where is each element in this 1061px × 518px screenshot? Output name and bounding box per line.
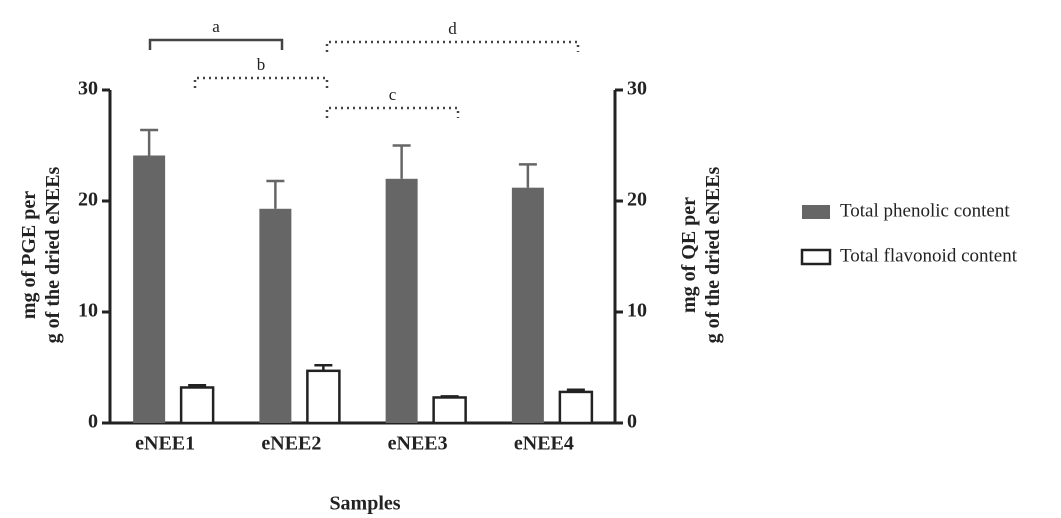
legend-swatch (802, 205, 830, 219)
y2-tick-label: 30 (627, 78, 647, 100)
bracket (327, 42, 578, 52)
y2-axis-label-line: g of the dried eNEEs (702, 166, 724, 343)
chart: 01020300102030mg of PGE perg of the drie… (0, 0, 1061, 518)
annotation: a (212, 17, 220, 36)
y-axis-label-line: g of the dried eNEEs (42, 166, 64, 343)
bar (386, 179, 418, 423)
x-tick-label: eNEE2 (261, 433, 321, 455)
y-axis-label-line: mg of PGE per (18, 191, 40, 319)
legend-swatch (802, 250, 830, 264)
bracket (327, 108, 458, 118)
bar (307, 371, 339, 423)
annotation: c (389, 85, 397, 104)
annotation: b (257, 55, 266, 74)
y-tick-label: 30 (78, 78, 98, 100)
bar (512, 188, 544, 423)
y-tick-label: 10 (78, 300, 98, 322)
y2-axis-label-line: mg of QE per (678, 197, 700, 313)
x-tick-label: eNEE3 (388, 433, 448, 455)
y2-tick-label: 20 (627, 189, 647, 211)
bar (259, 209, 291, 423)
bar (434, 397, 466, 423)
x-tick-label: eNEE1 (135, 433, 195, 455)
bar (133, 155, 165, 423)
bar (181, 387, 213, 423)
y2-tick-label: 10 (627, 300, 647, 322)
legend-label: Total phenolic content (840, 200, 1010, 221)
y-tick-label: 0 (88, 411, 98, 433)
y-tick-label: 20 (78, 189, 98, 211)
x-tick-label: eNEE4 (514, 433, 574, 455)
y2-tick-label: 0 (627, 411, 637, 433)
legend-label: Total flavonoid content (840, 245, 1018, 266)
x-axis-label: Samples (329, 493, 400, 515)
bracket (150, 40, 282, 50)
annotation: d (448, 19, 457, 38)
bracket (195, 78, 327, 88)
bar (560, 392, 592, 423)
